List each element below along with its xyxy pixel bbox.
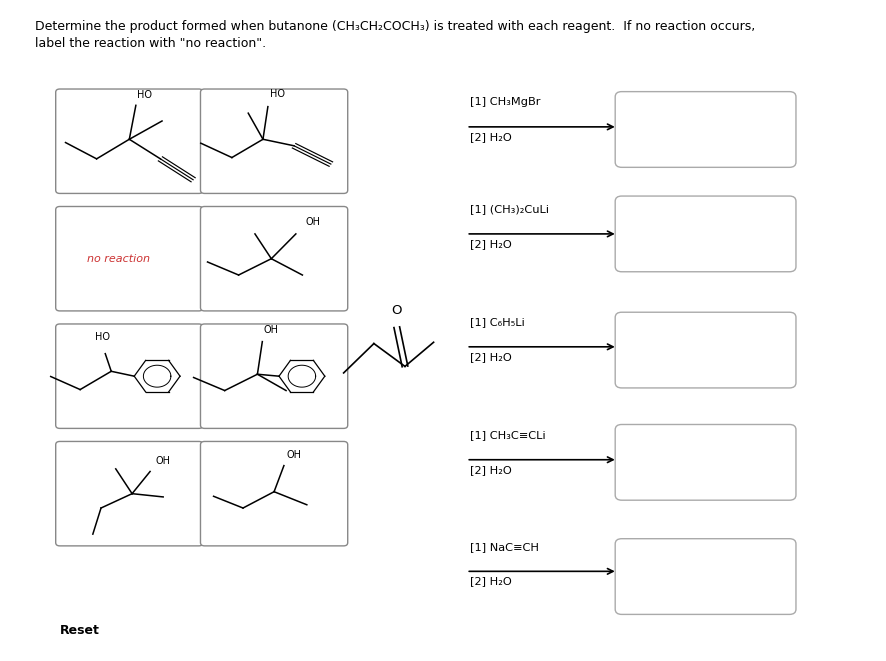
FancyBboxPatch shape [200, 206, 347, 311]
Text: no reaction: no reaction [87, 254, 150, 264]
FancyBboxPatch shape [615, 424, 796, 500]
Text: Reset: Reset [59, 624, 99, 637]
FancyBboxPatch shape [200, 442, 347, 546]
FancyBboxPatch shape [615, 312, 796, 388]
Text: [2] H₂O: [2] H₂O [470, 239, 512, 249]
FancyBboxPatch shape [200, 324, 347, 428]
FancyBboxPatch shape [615, 196, 796, 272]
Text: [2] H₂O: [2] H₂O [470, 132, 512, 142]
Text: [2] H₂O: [2] H₂O [470, 352, 512, 362]
Text: OH: OH [155, 456, 170, 466]
Text: [1] CH₃MgBr: [1] CH₃MgBr [470, 97, 541, 107]
Text: OH: OH [306, 217, 321, 227]
Text: [1] NaC≡CH: [1] NaC≡CH [470, 542, 540, 552]
Text: [1] CH₃C≡CLi: [1] CH₃C≡CLi [470, 430, 546, 440]
Text: HO: HO [269, 89, 284, 98]
Text: [2] H₂O: [2] H₂O [470, 465, 512, 475]
FancyBboxPatch shape [56, 206, 203, 311]
FancyBboxPatch shape [615, 92, 796, 167]
Text: O: O [392, 304, 402, 317]
Text: [1] C₆H₅Li: [1] C₆H₅Li [470, 317, 525, 327]
Text: label the reaction with "no reaction".: label the reaction with "no reaction". [35, 37, 267, 50]
FancyBboxPatch shape [56, 89, 203, 194]
Text: [1] (CH₃)₂CuLi: [1] (CH₃)₂CuLi [470, 204, 549, 214]
Text: [2] H₂O: [2] H₂O [470, 576, 512, 586]
FancyBboxPatch shape [615, 539, 796, 615]
Text: OH: OH [264, 325, 279, 335]
Text: HO: HO [95, 332, 110, 342]
FancyBboxPatch shape [56, 324, 203, 428]
FancyBboxPatch shape [56, 442, 203, 546]
Text: OH: OH [286, 450, 301, 460]
Text: HO: HO [137, 90, 152, 100]
FancyBboxPatch shape [200, 89, 347, 194]
Text: Determine the product formed when butanone (CH₃CH₂COCH₃) is treated with each re: Determine the product formed when butano… [35, 20, 756, 34]
